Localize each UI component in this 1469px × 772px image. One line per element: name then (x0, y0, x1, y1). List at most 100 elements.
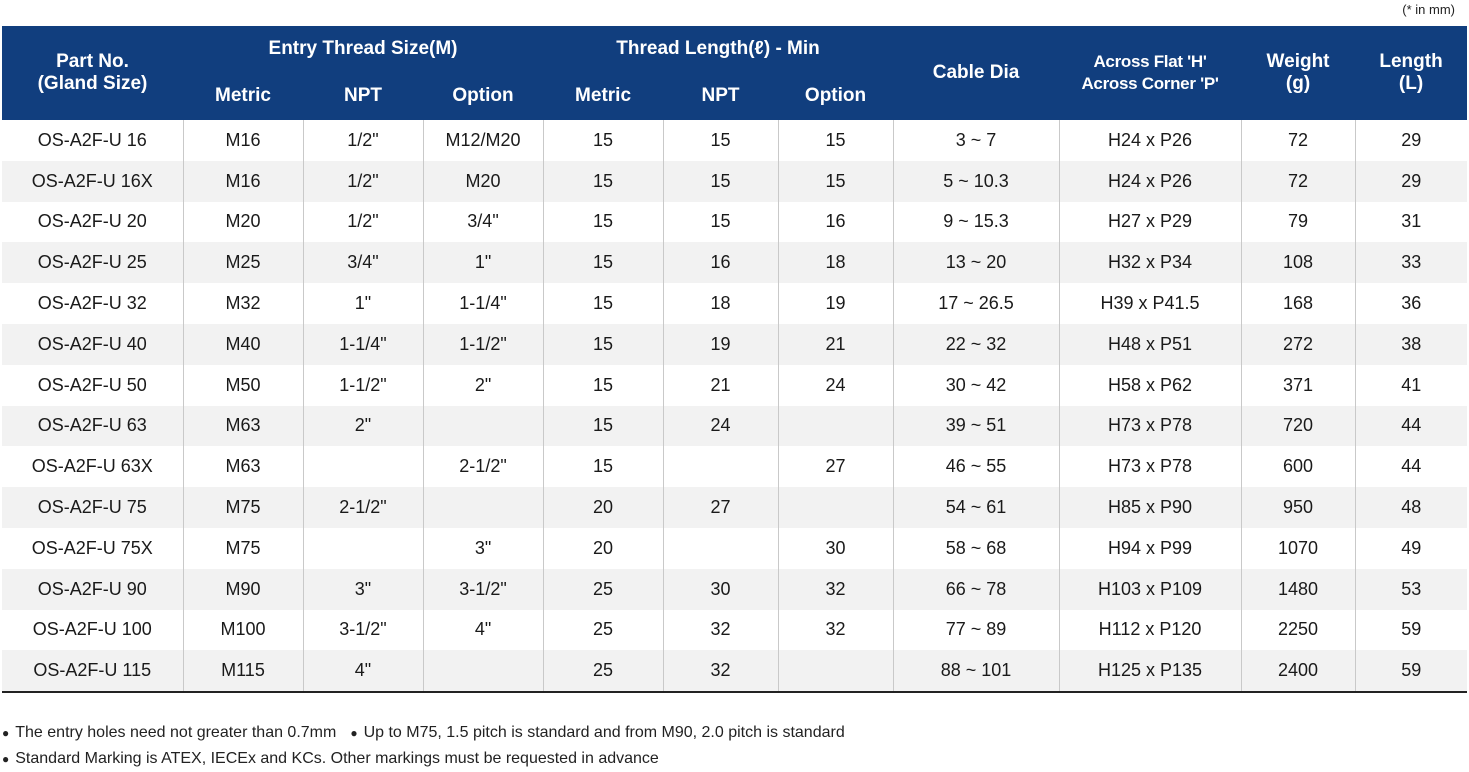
spec-table-container: Part No. (Gland Size) Entry Thread Size(… (2, 26, 1468, 694)
bullet-icon: ● (2, 752, 10, 766)
header-entry-option: Option (423, 72, 544, 120)
cell-entry-metric: M63 (182, 446, 303, 488)
gland-spec-table: Part No. (Gland Size) Entry Thread Size(… (2, 26, 1468, 694)
cell-length: 44 (1354, 446, 1468, 488)
header-part-no: Part No. (Gland Size) (2, 26, 183, 120)
cell-length-npt: 15 (662, 160, 779, 202)
cell-part-no: OS-A2F-U 115 (2, 650, 183, 694)
cell-length-npt (662, 446, 779, 488)
cell-entry-npt (302, 527, 423, 569)
table-row: OS-A2F-U 16X M16 1/2" M20 15 15 15 5 ~ 10.3 H24 … (2, 160, 1468, 202)
cell-entry-option: 1" (422, 242, 544, 284)
cell-weight: 2400 (1240, 650, 1356, 694)
cell-weight: 79 (1240, 201, 1356, 243)
cell-entry-metric: M25 (182, 242, 303, 284)
cell-length-option: 18 (777, 242, 894, 284)
cell-length: 36 (1354, 283, 1468, 324)
header-across: Across Flat 'H' Across Corner 'P' (1059, 26, 1242, 120)
cell-entry-option: 3" (422, 527, 544, 569)
bullet-icon: ● (350, 726, 358, 740)
cell-entry-option: 4" (422, 609, 544, 651)
cell-part-no: OS-A2F-U 16X (2, 160, 183, 202)
header-length-option: Option (778, 72, 894, 120)
cell-entry-npt (302, 446, 423, 488)
cell-length-npt (662, 527, 779, 569)
header-cable-dia: Cable Dia (893, 26, 1060, 120)
cell-across-flat-corner: H58 x P62 (1058, 364, 1242, 406)
cell-weight: 72 (1240, 160, 1356, 202)
cell-length-metric: 25 (542, 650, 664, 694)
cell-length-npt: 24 (662, 405, 779, 447)
cell-length-npt: 16 (662, 242, 779, 284)
cell-entry-option: M12/M20 (422, 120, 544, 161)
cell-entry-metric: M75 (182, 487, 303, 528)
header-thread-length: Thread Length(ℓ) - Min (543, 26, 894, 72)
cell-length: 41 (1354, 364, 1468, 406)
cell-length-metric: 15 (542, 364, 664, 406)
cell-length-option: 19 (777, 283, 894, 324)
cell-length: 31 (1354, 201, 1468, 243)
cell-cable-dia: 17 ~ 26.5 (892, 283, 1060, 324)
table-row: OS-A2F-U 16 M16 1/2" M12/M20 15 15 15 3 ~ 7 H24 … (2, 120, 1468, 161)
cell-length: 59 (1354, 609, 1468, 651)
cell-entry-metric: M90 (182, 568, 303, 610)
cell-length: 29 (1354, 120, 1468, 161)
cell-length-metric: 15 (542, 201, 664, 243)
cell-part-no: OS-A2F-U 16 (2, 120, 183, 161)
cell-cable-dia: 3 ~ 7 (892, 120, 1060, 161)
cell-entry-option: 3-1/2" (422, 568, 544, 610)
table-row: OS-A2F-U 20 M20 1/2" 3/4" 15 15 16 9 ~ 15.3 H27 … (2, 201, 1468, 243)
cell-length-option (777, 487, 894, 528)
cell-entry-option (422, 405, 544, 447)
cell-entry-metric: M63 (182, 405, 303, 447)
cell-length-npt: 15 (662, 201, 779, 243)
cell-length-npt: 30 (662, 568, 779, 610)
cell-length-metric: 15 (542, 446, 664, 488)
cell-part-no: OS-A2F-U 32 (2, 283, 183, 324)
cell-length-npt: 15 (662, 120, 779, 161)
cell-across-flat-corner: H94 x P99 (1058, 527, 1242, 569)
cell-length-metric: 25 (542, 609, 664, 651)
cell-cable-dia: 9 ~ 15.3 (892, 201, 1060, 243)
cell-length-option: 32 (777, 609, 894, 651)
cell-length-option: 15 (777, 120, 894, 161)
cell-length-npt: 32 (662, 609, 779, 651)
cell-cable-dia: 66 ~ 78 (892, 568, 1060, 610)
header-weight: Weight (g) (1241, 26, 1356, 120)
cell-weight: 72 (1240, 120, 1356, 161)
cell-across-flat-corner: H73 x P78 (1058, 405, 1242, 447)
cell-length-metric: 15 (542, 120, 664, 161)
cell-entry-npt: 1/2" (302, 160, 423, 202)
cell-weight: 272 (1240, 323, 1356, 365)
cell-length: 38 (1354, 323, 1468, 365)
cell-length: 53 (1354, 568, 1468, 610)
cell-entry-npt: 2" (302, 405, 423, 447)
cell-part-no: OS-A2F-U 100 (2, 609, 183, 651)
cell-weight: 950 (1240, 487, 1356, 528)
cell-weight: 600 (1240, 446, 1356, 488)
cell-part-no: OS-A2F-U 50 (2, 364, 183, 406)
cell-length-option: 24 (777, 364, 894, 406)
footnote-line-2: ● Standard Marking is ATEX, IECEx and KCs… (2, 746, 845, 772)
cell-entry-option (422, 650, 544, 694)
cell-entry-npt: 1-1/2" (302, 364, 423, 406)
cell-length-option: 27 (777, 446, 894, 488)
cell-length-npt: 27 (662, 487, 779, 528)
cell-part-no: OS-A2F-U 75X (2, 527, 183, 569)
cell-entry-option: 2" (422, 364, 544, 406)
footnote-entry-holes: The entry holes need not greater than 0.… (15, 724, 337, 741)
footnote-marking: Standard Marking is ATEX, IECEx and KCs.… (15, 750, 659, 767)
cell-entry-metric: M20 (182, 201, 303, 243)
cell-across-flat-corner: H39 x P41.5 (1058, 283, 1242, 324)
cell-entry-option: 1-1/2" (422, 323, 544, 365)
cell-weight: 1480 (1240, 568, 1356, 610)
cell-part-no: OS-A2F-U 40 (2, 323, 183, 365)
cell-length-metric: 15 (542, 283, 664, 324)
cell-cable-dia: 77 ~ 89 (892, 609, 1060, 651)
table-row: OS-A2F-U 115 M115 4" 25 32 88 ~ 101 H125 x P13… (2, 650, 1468, 694)
cell-entry-npt: 1/2" (302, 120, 423, 161)
cell-entry-metric: M32 (182, 283, 303, 324)
table-row: OS-A2F-U 63X M63 2-1/2" 15 27 46 ~ 55 H73 x P7… (2, 446, 1468, 488)
cell-entry-option: 1-1/4" (422, 283, 544, 324)
cell-length-npt: 19 (662, 323, 779, 365)
